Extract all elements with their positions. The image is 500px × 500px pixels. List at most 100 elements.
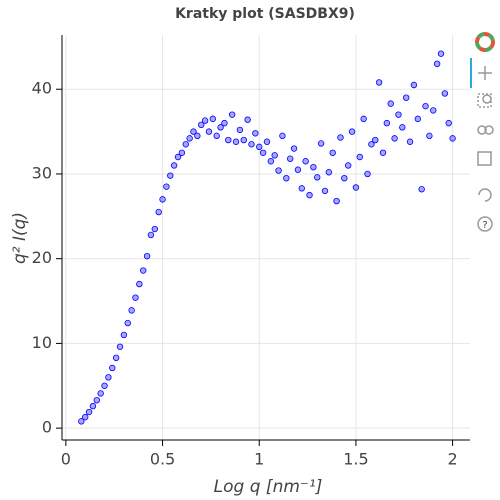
- point: [159, 196, 166, 203]
- point: [329, 149, 336, 156]
- point: [198, 121, 205, 129]
- wheel-zoom-tool[interactable]: [477, 125, 494, 135]
- point: [271, 152, 278, 159]
- point: [228, 111, 236, 118]
- point: [325, 169, 333, 176]
- point: [333, 197, 340, 205]
- point: [267, 158, 275, 165]
- point: [232, 138, 240, 145]
- x-tick-label: 0: [61, 450, 71, 469]
- x-tick-label: 2: [448, 450, 458, 469]
- point: [387, 100, 394, 107]
- point: [383, 119, 391, 127]
- point: [93, 396, 101, 404]
- point: [414, 115, 421, 123]
- point: [263, 138, 271, 145]
- point: [221, 119, 228, 127]
- help-tool[interactable]: [477, 216, 493, 232]
- point: [430, 107, 437, 114]
- point: [399, 124, 406, 131]
- point: [352, 184, 360, 191]
- point: [209, 115, 217, 123]
- point: [375, 79, 383, 86]
- point: [422, 102, 429, 110]
- point: [418, 186, 425, 193]
- point: [120, 331, 128, 339]
- point: [379, 149, 387, 156]
- point: [186, 135, 193, 142]
- point: [445, 119, 452, 127]
- point: [97, 390, 104, 397]
- point: [170, 162, 178, 169]
- point: [441, 90, 449, 97]
- point: [124, 319, 131, 327]
- point: [163, 183, 170, 190]
- point: [205, 128, 213, 135]
- point: [341, 174, 348, 182]
- pan-tool[interactable]: [478, 66, 492, 80]
- point: [101, 382, 108, 389]
- point: [167, 172, 174, 179]
- point: [105, 374, 112, 381]
- point: [433, 60, 441, 68]
- point: [78, 418, 85, 425]
- point: [372, 136, 379, 144]
- point: [294, 166, 302, 173]
- toolbar: ?: [470, 32, 495, 232]
- point: [449, 135, 456, 142]
- point: [252, 130, 259, 137]
- point: [368, 141, 375, 148]
- point: [348, 128, 356, 135]
- point: [85, 408, 93, 416]
- point: [147, 231, 155, 239]
- point: [356, 153, 363, 161]
- point: [89, 402, 97, 410]
- point: [256, 143, 263, 151]
- point: [310, 163, 317, 171]
- point: [174, 153, 182, 161]
- box-zoom-tool[interactable]: [477, 93, 492, 108]
- point: [426, 132, 433, 140]
- point: [116, 343, 124, 350]
- point: [306, 191, 313, 199]
- point: [290, 145, 298, 152]
- point: [182, 141, 189, 148]
- point: [213, 132, 220, 140]
- point: [437, 50, 445, 57]
- point: [225, 136, 232, 144]
- point: [391, 135, 398, 142]
- point: [109, 364, 116, 372]
- reset-tool[interactable]: [478, 188, 492, 202]
- point: [217, 124, 224, 131]
- y-tick-label: 0: [42, 418, 52, 437]
- x-tick-label: 1.5: [343, 450, 368, 469]
- point: [155, 208, 162, 216]
- y-axis-label: q² I(q): [10, 212, 30, 264]
- point: [112, 354, 120, 362]
- point: [128, 307, 135, 314]
- point: [302, 158, 309, 165]
- point: [410, 81, 418, 89]
- point: [395, 111, 402, 118]
- bokeh-logo: [475, 32, 495, 52]
- point: [244, 116, 251, 123]
- point: [298, 185, 305, 192]
- point: [364, 170, 371, 178]
- point: [140, 267, 147, 274]
- point: [360, 115, 367, 123]
- point: [259, 149, 267, 156]
- point: [286, 155, 294, 162]
- point: [132, 294, 139, 301]
- point: [248, 141, 255, 148]
- y-tick-label: 20: [32, 248, 52, 267]
- chart-title: Kratky plot (SASDBX9): [175, 6, 355, 22]
- help-icon: ?: [482, 220, 487, 231]
- save-tool[interactable]: [477, 151, 492, 166]
- point: [314, 174, 321, 181]
- point: [236, 126, 244, 134]
- x-axis-label: Log q [nm⁻¹]: [214, 477, 323, 497]
- point: [275, 167, 282, 174]
- point: [143, 252, 151, 260]
